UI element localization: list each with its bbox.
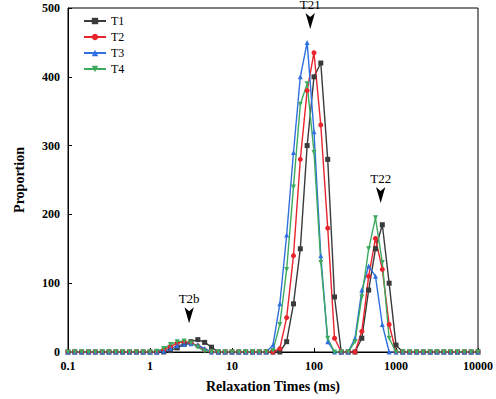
svg-text:T2b: T2b: [179, 291, 200, 306]
svg-text:T4: T4: [111, 62, 124, 76]
svg-text:Proportion: Proportion: [12, 147, 27, 213]
svg-text:T2: T2: [111, 30, 124, 44]
svg-text:500: 500: [42, 1, 60, 15]
svg-text:200: 200: [42, 207, 60, 221]
svg-text:100: 100: [42, 276, 60, 290]
svg-text:1000: 1000: [384, 359, 408, 373]
svg-text:1: 1: [147, 359, 153, 373]
svg-text:0: 0: [54, 345, 60, 359]
svg-text:0.1: 0.1: [61, 359, 76, 373]
svg-text:T1: T1: [111, 14, 124, 28]
svg-text:T3: T3: [111, 46, 124, 60]
svg-text:400: 400: [42, 70, 60, 84]
svg-text:10: 10: [226, 359, 238, 373]
svg-text:10000: 10000: [463, 359, 493, 373]
svg-text:T22: T22: [370, 171, 391, 186]
svg-text:100: 100: [305, 359, 323, 373]
svg-text:Relaxation Times (ms): Relaxation Times (ms): [206, 379, 340, 395]
svg-text:T21: T21: [300, 0, 321, 12]
svg-text:300: 300: [42, 139, 60, 153]
